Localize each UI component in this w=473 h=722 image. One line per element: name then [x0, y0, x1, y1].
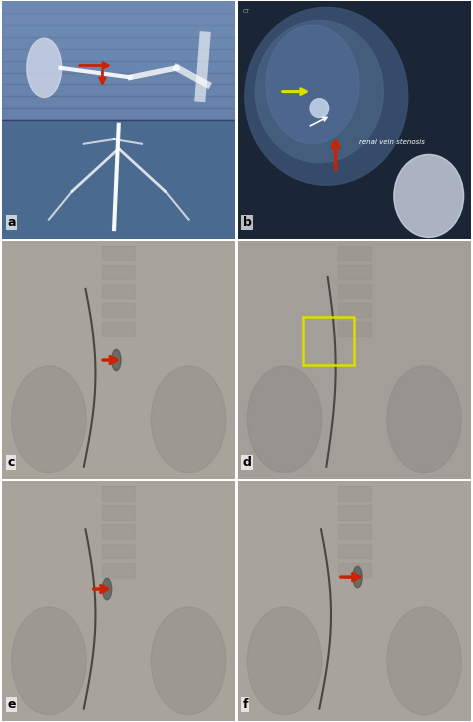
Bar	[103, 303, 135, 318]
Bar	[338, 486, 370, 500]
Bar	[103, 265, 135, 279]
Text: a: a	[7, 216, 16, 229]
Ellipse shape	[12, 366, 86, 473]
Bar	[2, 25, 235, 37]
Bar	[2, 96, 235, 108]
Ellipse shape	[245, 7, 408, 186]
Ellipse shape	[151, 366, 226, 473]
Text: d: d	[243, 456, 252, 469]
Ellipse shape	[387, 607, 461, 715]
Ellipse shape	[387, 366, 461, 473]
Bar	[338, 284, 370, 298]
Bar	[103, 562, 135, 577]
Ellipse shape	[12, 607, 86, 715]
Bar	[2, 13, 235, 25]
Bar	[2, 61, 235, 73]
Ellipse shape	[353, 566, 362, 588]
Text: CT: CT	[243, 9, 250, 14]
Text: renal vein stenosis: renal vein stenosis	[359, 139, 425, 144]
Bar	[103, 544, 135, 558]
Bar	[338, 524, 370, 539]
Ellipse shape	[247, 607, 322, 715]
Bar	[103, 322, 135, 336]
Bar	[2, 120, 235, 238]
Bar	[2, 84, 235, 96]
Text: e: e	[7, 698, 16, 711]
Bar	[2, 1, 235, 13]
Bar	[2, 108, 235, 120]
Bar	[103, 505, 135, 520]
Bar	[2, 1, 235, 120]
Text: c: c	[7, 456, 14, 469]
Bar	[103, 284, 135, 298]
Bar	[2, 37, 235, 49]
Bar	[2, 49, 235, 61]
Bar	[338, 303, 370, 318]
Text: b: b	[243, 216, 252, 229]
Bar	[338, 265, 370, 279]
Text: f: f	[243, 698, 248, 711]
Ellipse shape	[27, 38, 61, 97]
Bar	[103, 524, 135, 539]
Bar	[338, 544, 370, 558]
Bar	[338, 505, 370, 520]
Ellipse shape	[247, 366, 322, 473]
Bar	[103, 486, 135, 500]
Bar	[338, 246, 370, 261]
Ellipse shape	[394, 155, 464, 238]
Bar	[103, 246, 135, 261]
Ellipse shape	[310, 99, 329, 118]
Ellipse shape	[112, 349, 121, 370]
Bar	[2, 73, 235, 84]
Bar	[303, 318, 354, 365]
Ellipse shape	[103, 578, 112, 600]
Bar	[338, 322, 370, 336]
Ellipse shape	[266, 25, 359, 144]
Bar	[338, 562, 370, 577]
Ellipse shape	[255, 20, 383, 162]
Ellipse shape	[151, 607, 226, 715]
